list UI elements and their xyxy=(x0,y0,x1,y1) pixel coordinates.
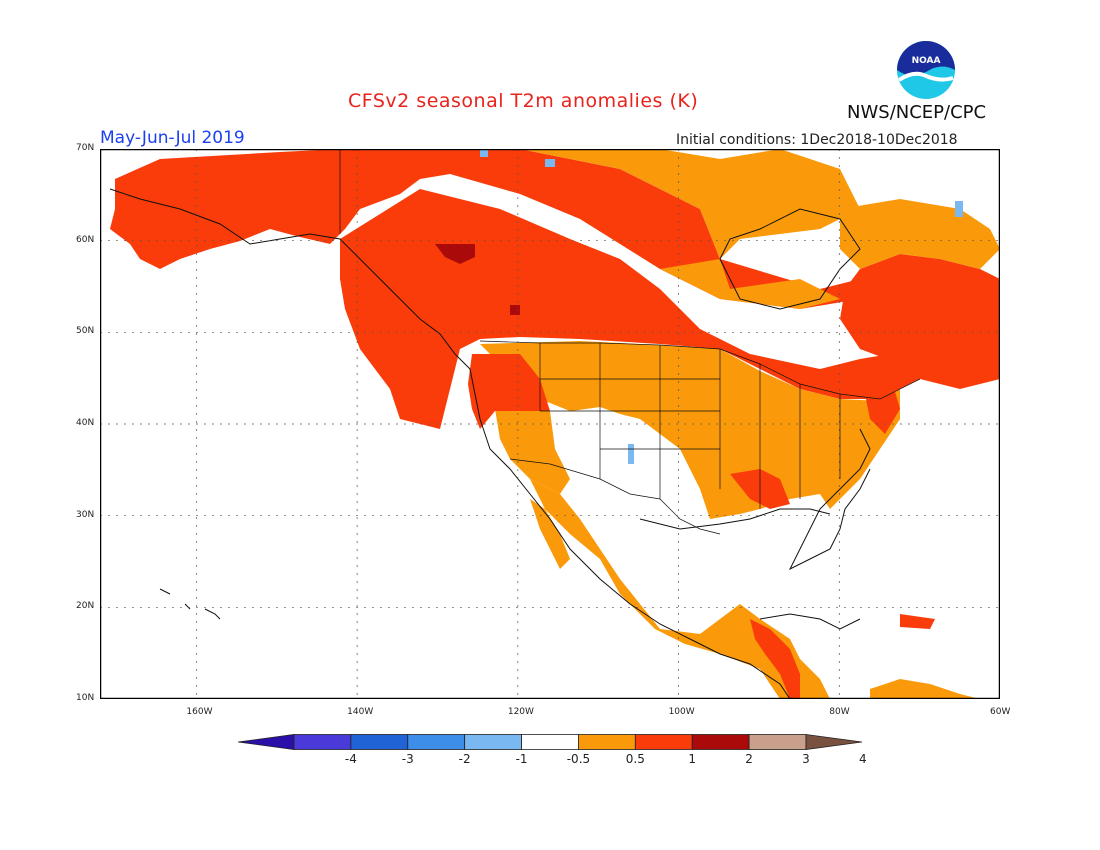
anomaly-region-blue-2 xyxy=(955,201,963,217)
anomaly-map xyxy=(100,149,1000,699)
anomaly-region-western-canada xyxy=(340,189,1000,429)
anomaly-region-orange-north xyxy=(520,149,860,259)
colorbar-swatch xyxy=(407,734,466,750)
forecast-period: May-Jun-Jul 2019 xyxy=(100,128,245,148)
colorbar-tick-label: -0.5 xyxy=(566,752,591,766)
colorbar-tick-label: 4 xyxy=(859,752,867,766)
colorbar-tick-label: 3 xyxy=(802,752,810,766)
colorbar-swatch xyxy=(578,734,636,750)
colorbar-tick-label: -4 xyxy=(344,752,357,766)
latitude-label: 30N xyxy=(76,509,95,520)
colorbar-swatch xyxy=(691,734,750,750)
colorbar-swatch xyxy=(293,734,352,750)
anomaly-region-dark-red-1 xyxy=(435,244,475,264)
latitude-label: 40N xyxy=(76,418,95,428)
colorbar-tick-label: 2 xyxy=(745,752,753,766)
initial-conditions: Initial conditions: 1Dec2018-10Dec2018 xyxy=(676,132,958,148)
anomaly-region-neutral-southwest xyxy=(550,407,700,499)
colorbar-tick-label: 0.5 xyxy=(625,752,645,766)
map-title: CFSv2 seasonal T2m anomalies (K) xyxy=(348,90,699,112)
anomaly-region-quebec xyxy=(840,254,1000,364)
latitude-label: 70N xyxy=(76,143,95,153)
longitude-label: 140W xyxy=(347,707,374,717)
colorbar-swatch xyxy=(464,734,522,750)
colorbar-tick-label: 1 xyxy=(688,752,697,766)
anomaly-region-hispaniola xyxy=(900,614,935,629)
colorbar-tick-label: -1 xyxy=(515,752,528,766)
latitude-label: 10N xyxy=(76,693,95,703)
anomaly-region-blue-4 xyxy=(545,159,555,167)
latitude-label: 50N xyxy=(76,326,95,337)
map-frame xyxy=(100,149,1000,699)
anomaly-region-central-america xyxy=(750,619,800,699)
colorbar-arrow-low xyxy=(238,734,295,750)
colorbar-swatch xyxy=(634,734,693,750)
anomaly-region-blue-3 xyxy=(480,149,488,157)
anomaly-region-east-coast xyxy=(860,369,900,434)
colorbar-tick-label: -3 xyxy=(401,752,414,766)
noaa-logo: NOAA xyxy=(896,40,956,100)
latitude-label: 20N xyxy=(76,601,95,612)
colorbar xyxy=(238,734,862,750)
longitude-label: 60W xyxy=(990,707,1011,717)
anomaly-region-west-coast xyxy=(468,354,550,429)
border-layer xyxy=(339,149,921,535)
longitude-label: 160W xyxy=(186,707,213,717)
colorbar-arrow-high xyxy=(805,734,862,750)
anomaly-region-mexico xyxy=(530,479,830,699)
longitude-label: 100W xyxy=(668,707,695,717)
gridline-layer xyxy=(100,149,1000,699)
anomaly-region-baja xyxy=(530,499,570,569)
anomaly-region-dark-red-2 xyxy=(510,305,520,315)
longitude-label: 120W xyxy=(507,707,534,717)
colorbar-swatch xyxy=(350,734,409,750)
anomaly-region-blue-1 xyxy=(628,444,634,464)
colorbar-tick-label: -2 xyxy=(458,752,471,766)
noaa-logo-text: NOAA xyxy=(912,56,941,66)
anomaly-region-caribbean xyxy=(870,679,980,699)
anomaly-region-orange-west xyxy=(495,409,570,494)
anomaly-region-orange-hudson xyxy=(660,259,840,309)
latitude-label: 60N xyxy=(76,234,95,245)
colorbar-swatch xyxy=(521,734,579,750)
colorbar-swatch xyxy=(748,734,807,750)
anomaly-fill-layer xyxy=(110,149,1000,699)
anomaly-region-orange-us xyxy=(480,341,900,519)
coastline-layer xyxy=(109,188,871,699)
longitude-label: 80W xyxy=(829,707,850,717)
agency-label: NWS/NCEP/CPC xyxy=(847,102,987,123)
